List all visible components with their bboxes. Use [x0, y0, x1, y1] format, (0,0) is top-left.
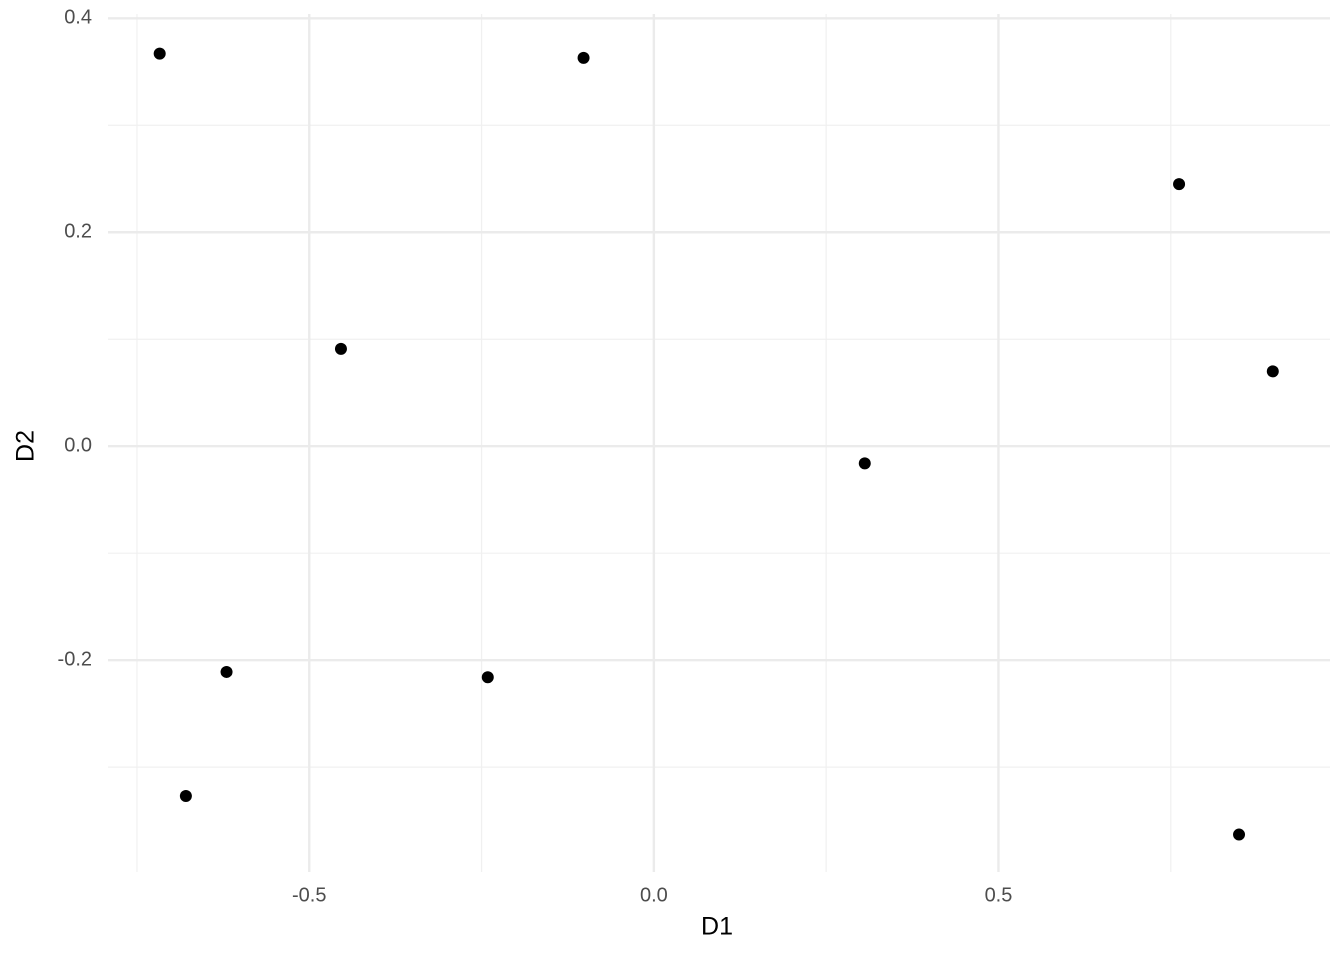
- y-tick-label: -0.2: [58, 648, 92, 670]
- point: [179, 790, 192, 803]
- x-tick-label: -0.5: [292, 884, 326, 906]
- x-tick-label: 0.5: [985, 884, 1013, 906]
- point: [577, 51, 590, 64]
- point: [153, 47, 166, 60]
- x-axis-title: D1: [701, 913, 733, 941]
- point: [1233, 828, 1246, 841]
- point: [220, 665, 233, 678]
- point: [1173, 178, 1186, 191]
- point: [481, 671, 494, 684]
- point: [858, 457, 871, 470]
- y-axis-title: D2: [12, 430, 40, 462]
- y-tick-label: 0.2: [64, 221, 92, 243]
- x-tick-label: 0.0: [640, 884, 668, 906]
- point: [334, 342, 347, 355]
- point: [1266, 365, 1279, 378]
- y-tick-label: 0.4: [64, 7, 92, 29]
- y-tick-label: 0.0: [64, 434, 92, 456]
